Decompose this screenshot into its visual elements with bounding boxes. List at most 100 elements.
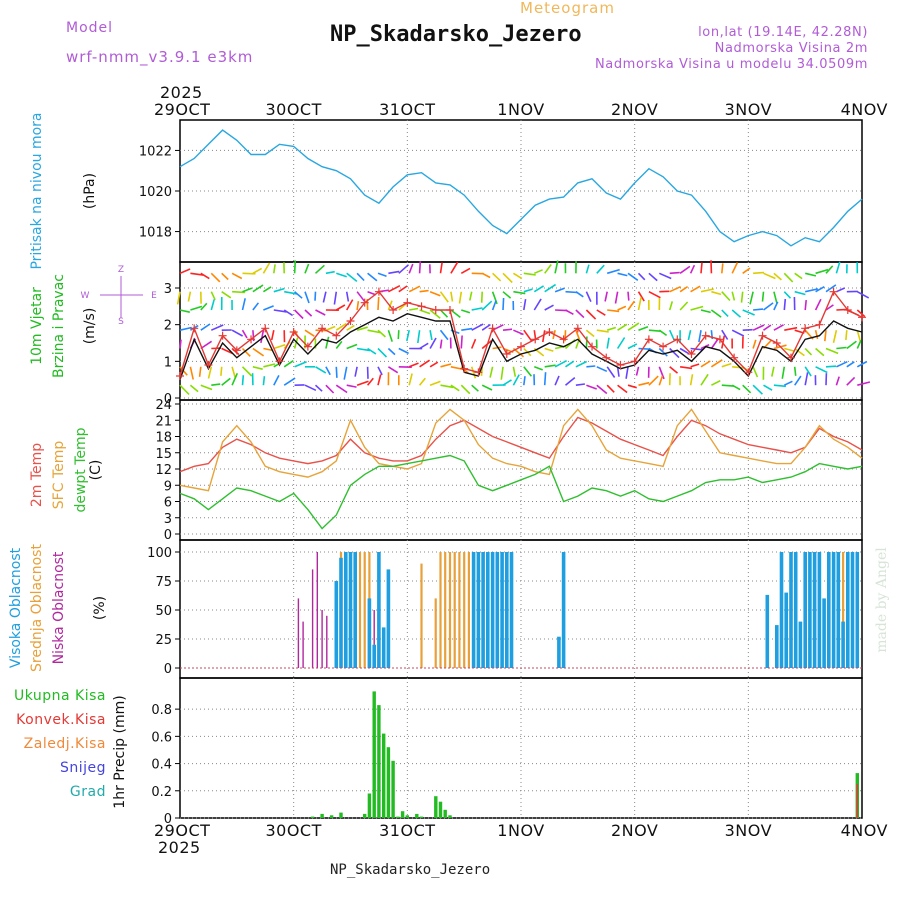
wind-arrow [669,347,680,359]
wind-arrow [513,329,524,336]
cloud-bar-visoka [505,552,509,668]
wind-arrow [325,336,330,349]
cloud-bar-srednja [842,552,845,668]
cloud-bar-visoka [784,592,788,668]
gust-marker [659,342,668,351]
wind-arrow [189,384,199,393]
wind-arrow [689,374,694,386]
wind-arrow [606,366,616,378]
wind-arrow [210,272,221,283]
precip-bar-ukupnakisa [329,815,334,818]
y-tick-label: 15 [155,447,172,462]
cloud-bar-visoka [471,552,476,668]
wind-arrow [356,300,360,311]
wind-arrow [388,270,400,275]
wind-arrow [773,324,784,331]
footer-station: NP_Skadarsko_Jezero [330,862,491,878]
cloud-bar-visoka [372,644,376,668]
precip-bar-ukupnakisa [367,793,372,818]
wind-arrow [617,384,628,394]
cloud-bar-srednja [434,598,437,668]
cloud-bar-visoka [377,552,381,668]
wind-arrow [638,347,651,350]
wind-arrow [793,366,797,376]
wind-arrow [710,309,722,318]
precip-bar-ukupnakisa [372,691,376,818]
wind-arrow [241,329,248,339]
precip-bar-ukupnakisa [382,733,386,818]
y-tick-label: 18 [155,431,172,446]
wind-arrow [366,377,374,386]
gust-marker [545,328,554,336]
gust-marker [460,364,469,373]
wind-arrow [293,260,297,274]
wind-arrow [429,380,441,386]
cloud-bar-visoka [822,598,826,668]
wind-arrow [836,287,846,293]
year-label-bottom: 2025 [158,838,201,857]
wind-arrow [200,340,213,350]
wind-arrow [481,300,493,311]
gust-marker [417,302,426,311]
wind-arrow [346,343,358,350]
wind-arrow [439,291,449,303]
cloud-bar-visoka [841,621,845,668]
cloud-bar-visoka [334,581,339,668]
gust-marker [445,306,454,314]
wind-arrow [794,272,803,280]
precip-legend-item: Ukupna Kisa [14,688,106,704]
wind-arrow [596,384,608,395]
wind-arrow [273,287,285,293]
wind-arrow [669,366,679,374]
wind-arrow [377,366,383,376]
cloud-bar-visoka [855,552,860,668]
wind-arrow [210,324,224,331]
wind-arrow [200,302,208,311]
wind-arrow [458,291,463,304]
wind-arrow [753,308,764,311]
wind-arrow [179,309,190,313]
wind-arrow [783,298,787,311]
wind-arrow [461,309,471,314]
wind-arrow [784,326,798,331]
cloud-bar-visoka [495,552,500,668]
wind-arrow [554,375,560,386]
cloud-bar-visoka [775,625,779,668]
wind-arrow [679,265,691,274]
y-tick-label: 3 [164,282,172,297]
wind-arrow [198,366,202,377]
wind-arrow [304,329,315,337]
wind-arrow [387,347,396,356]
wind-arrow [658,366,665,380]
wind-arrow [419,289,429,293]
cloud-bar-srednja [458,552,461,668]
wind-arrow [512,366,517,377]
wind-arrow [408,263,414,274]
gust-marker [715,335,724,344]
gust-marker [843,306,852,314]
wind-arrow [635,366,640,376]
cloud-bar-visoka [557,636,561,668]
wind-arrow [856,339,862,349]
precip-bar-ukupnakisa [310,816,315,818]
wind-arrow [489,366,494,378]
gust-marker [261,324,270,333]
top-date-label: 2NOV [611,100,658,119]
wind-arrow [502,272,513,284]
cloud-bar-visoka [793,552,798,668]
wind-arrow [200,384,213,391]
wind-arrow [408,373,413,386]
wind-arrow [335,322,347,331]
y-tick-label: 0.4 [151,758,172,773]
wind-arrow [637,272,646,281]
gust-marker [318,324,327,333]
wind-arrow [429,290,441,297]
wind-arrow [512,272,523,280]
bottom-date-label: 31OCT [379,821,435,840]
wind-arrow [815,286,825,293]
wind-arrow [283,309,294,317]
wind-arrow [668,329,675,341]
wind-arrow [471,323,484,331]
cloud-bar-srednja [448,552,452,668]
wind-arrow [773,301,779,311]
